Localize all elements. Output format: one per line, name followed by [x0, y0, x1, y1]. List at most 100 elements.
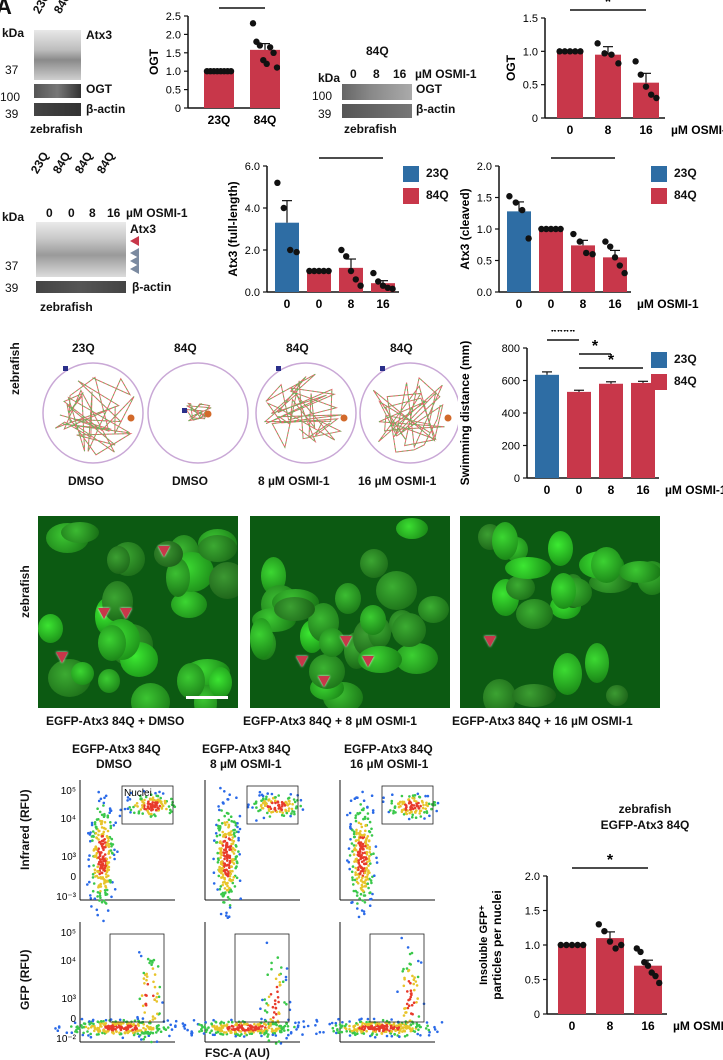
flow-event	[366, 882, 370, 885]
flow-event	[421, 806, 425, 810]
y-tick-label: 1.5	[477, 193, 492, 205]
flow-event	[288, 799, 291, 803]
flow-event	[87, 858, 90, 861]
flow-event	[156, 992, 159, 995]
flow-event	[133, 811, 136, 815]
blot-ogt	[342, 84, 412, 100]
flow-event	[350, 870, 354, 874]
flow-event	[104, 864, 108, 868]
flow-event	[360, 1027, 364, 1030]
end-marker	[444, 414, 452, 422]
flow-event	[102, 919, 105, 923]
category-label: 16	[376, 297, 390, 310]
data-point	[653, 94, 660, 102]
flow-event	[88, 1020, 91, 1023]
flow-event	[361, 851, 365, 855]
flow-event	[264, 1026, 267, 1029]
flow-event	[295, 805, 298, 808]
flow-event	[365, 853, 369, 856]
flow-y-tick-label: 10⁻³	[56, 892, 76, 903]
data-point	[561, 48, 568, 55]
flow-event	[192, 1019, 196, 1022]
flow-event	[98, 899, 101, 902]
flow-event	[354, 814, 358, 817]
arrowhead-marker	[130, 256, 139, 266]
flow-event	[359, 822, 363, 826]
flow-event	[384, 1030, 388, 1033]
bar-chart-gfp-particles: 0 0.5 1.0 1.5 2.0 particles per nucleiInsolub…	[478, 852, 723, 1033]
flow-event	[253, 1022, 256, 1026]
flow-event	[107, 842, 111, 846]
flow-event	[260, 1029, 263, 1033]
flow-event	[392, 811, 395, 815]
flow-event	[394, 811, 397, 814]
flow-event	[91, 876, 95, 879]
flow-event	[352, 1029, 356, 1032]
flow-event	[247, 803, 250, 806]
flow-event	[267, 1039, 271, 1042]
x-axis-label: µM OSMI-1	[665, 483, 723, 497]
cell	[585, 643, 609, 683]
flow-event	[345, 1030, 349, 1033]
data-point	[519, 206, 526, 214]
blot-caption: zebrafish	[344, 122, 397, 136]
flow-event	[155, 995, 158, 999]
flow-event	[266, 792, 269, 795]
flow-event	[216, 861, 220, 864]
flow-event	[141, 812, 144, 815]
y-tick-label: 1.0	[477, 224, 492, 236]
flow-event	[227, 823, 231, 827]
flow-event	[332, 1029, 336, 1033]
flow-event	[349, 838, 352, 841]
y-tick-label: 1.5	[166, 48, 181, 60]
flow-event	[152, 798, 156, 802]
flow-event	[361, 874, 365, 878]
y-tick-label: 0	[532, 113, 538, 125]
flow-event	[414, 810, 417, 814]
flow-event	[362, 889, 365, 893]
flow-event	[96, 865, 99, 869]
flow-event	[372, 1017, 376, 1021]
flow-event	[150, 1040, 153, 1044]
marker-label: 100	[0, 90, 21, 104]
flow-event	[301, 1033, 304, 1036]
flow-event	[91, 1019, 95, 1023]
flow-event	[415, 800, 418, 803]
flow-event	[170, 797, 173, 801]
flow-event	[102, 855, 105, 858]
flow-event	[230, 1020, 234, 1024]
flow-event	[219, 1022, 222, 1025]
flow-y-tick-label: 0	[70, 872, 76, 883]
flow-event	[89, 839, 92, 843]
data-point	[266, 44, 274, 51]
flow-event	[415, 1025, 418, 1029]
flow-event	[136, 1022, 140, 1026]
cell	[516, 599, 553, 629]
data-point	[538, 225, 545, 233]
flow-event	[359, 830, 362, 833]
flow-event	[362, 859, 366, 862]
data-point	[338, 246, 345, 254]
flow-event	[225, 914, 228, 917]
flow-event	[364, 839, 368, 843]
flow-event	[409, 1023, 413, 1026]
flow-event	[266, 811, 269, 815]
kda-label: kDa	[2, 26, 25, 40]
data-point	[249, 20, 257, 27]
flow-event	[428, 1030, 431, 1034]
flow-event	[146, 982, 150, 986]
flow-event	[433, 801, 437, 804]
flow-event	[89, 831, 92, 834]
panel-letter: A	[0, 0, 12, 19]
data-point	[357, 282, 364, 289]
flow-event	[104, 827, 107, 831]
flow-event	[98, 872, 101, 876]
flow-event	[273, 1011, 276, 1014]
flow-event	[235, 876, 239, 880]
y-axis-label: Insoluble GFP⁺	[478, 905, 490, 985]
flow-event	[334, 1021, 338, 1025]
flow-event	[203, 1025, 206, 1028]
flow-event	[228, 838, 232, 841]
data-point	[543, 225, 550, 233]
flow-event	[352, 844, 356, 847]
